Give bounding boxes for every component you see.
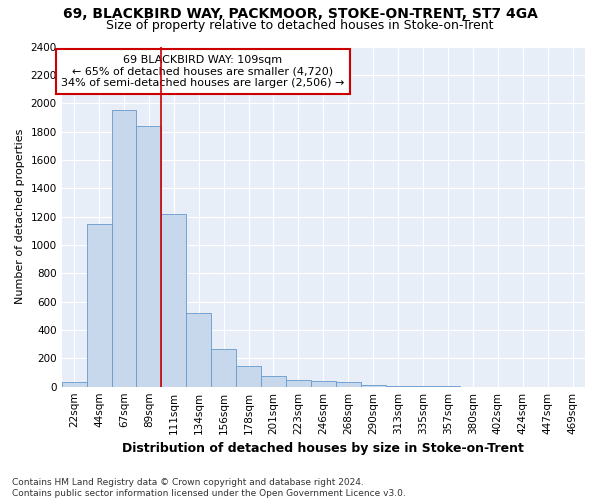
Text: 69 BLACKBIRD WAY: 109sqm
← 65% of detached houses are smaller (4,720)
34% of sem: 69 BLACKBIRD WAY: 109sqm ← 65% of detach… bbox=[61, 55, 344, 88]
X-axis label: Distribution of detached houses by size in Stoke-on-Trent: Distribution of detached houses by size … bbox=[122, 442, 524, 455]
Bar bbox=[186, 313, 211, 386]
Bar bbox=[62, 382, 86, 386]
Bar bbox=[86, 224, 112, 386]
Bar bbox=[136, 126, 161, 386]
Text: Contains HM Land Registry data © Crown copyright and database right 2024.
Contai: Contains HM Land Registry data © Crown c… bbox=[12, 478, 406, 498]
Bar bbox=[311, 381, 336, 386]
Bar bbox=[336, 382, 361, 386]
Bar bbox=[286, 380, 311, 386]
Y-axis label: Number of detached properties: Number of detached properties bbox=[15, 129, 25, 304]
Bar bbox=[112, 110, 136, 386]
Bar bbox=[211, 349, 236, 387]
Bar bbox=[161, 214, 186, 386]
Bar bbox=[261, 376, 286, 386]
Text: 69, BLACKBIRD WAY, PACKMOOR, STOKE-ON-TRENT, ST7 4GA: 69, BLACKBIRD WAY, PACKMOOR, STOKE-ON-TR… bbox=[62, 8, 538, 22]
Bar bbox=[236, 366, 261, 386]
Text: Size of property relative to detached houses in Stoke-on-Trent: Size of property relative to detached ho… bbox=[106, 18, 494, 32]
